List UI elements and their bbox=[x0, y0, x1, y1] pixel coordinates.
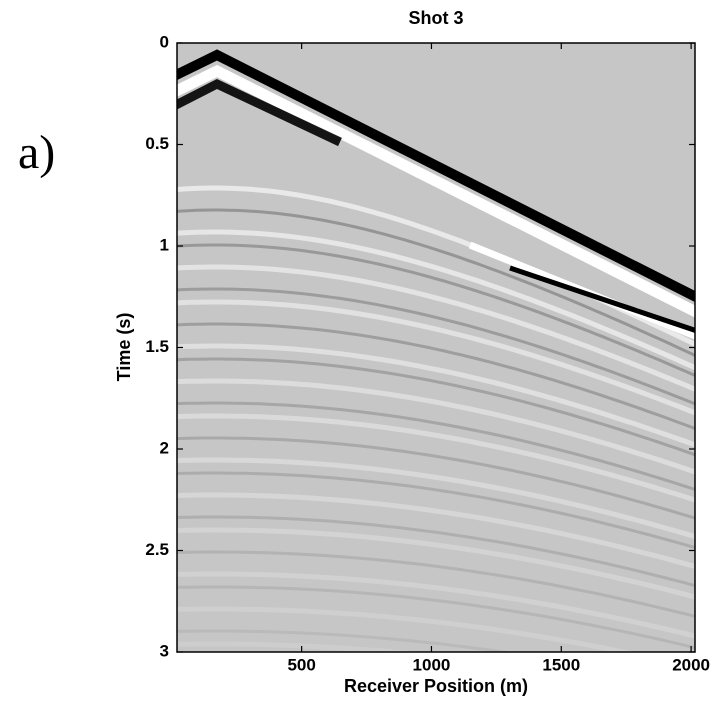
y-tick-label: 0 bbox=[160, 32, 169, 51]
reflection bbox=[177, 357, 695, 457]
x-axis-label: Receiver Position (m) bbox=[344, 676, 528, 696]
x-tick-label: 500 bbox=[287, 655, 315, 674]
x-tick-label: 2000 bbox=[672, 655, 710, 674]
reflections bbox=[177, 185, 695, 652]
reflection bbox=[177, 571, 695, 639]
axes: 500 1000 1500 2000 0 0.5 1 1.5 2 2.5 3 bbox=[145, 32, 710, 674]
seismic-image bbox=[177, 43, 695, 652]
y-tick-label: 2.5 bbox=[145, 540, 169, 559]
reflection bbox=[177, 527, 695, 600]
y-tick-label: 3 bbox=[160, 641, 169, 660]
reflection bbox=[177, 287, 695, 406]
y-tick-label: 2 bbox=[160, 438, 169, 457]
second-black bbox=[509, 265, 695, 333]
reflection bbox=[177, 492, 695, 570]
y-tick-label: 0.5 bbox=[145, 134, 169, 153]
reflection bbox=[177, 606, 637, 652]
reflection bbox=[177, 322, 695, 431]
x-tick-label: 1500 bbox=[542, 655, 580, 674]
reflection bbox=[177, 264, 695, 392]
reflection bbox=[177, 550, 695, 618]
reflection bbox=[177, 457, 695, 540]
reflection bbox=[177, 629, 514, 652]
y-tick-label: 1 bbox=[160, 235, 169, 254]
reflection bbox=[177, 585, 695, 650]
direct-wave-black bbox=[177, 49, 695, 303]
reflection bbox=[177, 229, 695, 371]
reflection bbox=[177, 208, 695, 358]
reflection bbox=[177, 641, 421, 652]
reflection bbox=[177, 436, 695, 520]
reflection bbox=[177, 471, 695, 550]
reflection bbox=[177, 401, 695, 492]
reflection bbox=[177, 378, 695, 475]
refracted-black bbox=[177, 78, 342, 147]
y-axis-label: Time (s) bbox=[114, 313, 134, 382]
y-tick-label: 1.5 bbox=[145, 337, 169, 356]
direct-wave-white bbox=[177, 64, 695, 318]
panel-label: a) bbox=[18, 126, 55, 179]
reflection bbox=[177, 515, 695, 588]
reflection bbox=[177, 413, 695, 503]
reflection bbox=[177, 299, 695, 416]
reflection bbox=[177, 243, 695, 378]
reflection bbox=[177, 343, 695, 448]
chart-title: Shot 3 bbox=[408, 8, 463, 28]
x-tick-label: 1000 bbox=[413, 655, 451, 674]
